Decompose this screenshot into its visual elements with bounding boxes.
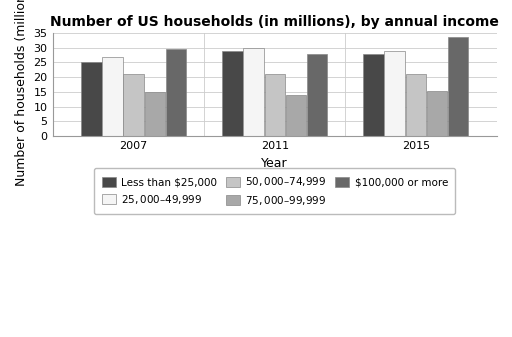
Bar (81, 62, 101, 136)
Bar (427, 91, 447, 136)
Bar (286, 95, 306, 136)
Bar (222, 51, 243, 136)
Bar (406, 74, 426, 136)
Bar (243, 48, 264, 136)
Legend: Less than $25,000, $25,000–$49,999, $50,000–$74,999, $75,000–$99,999, $100,000 o: Less than $25,000, $25,000–$49,999, $50,… (94, 168, 455, 214)
Bar (364, 54, 384, 136)
Bar (102, 57, 123, 136)
Y-axis label: Number of households (millions): Number of households (millions) (15, 0, 28, 186)
Title: Number of US households (in millions), by annual income: Number of US households (in millions), b… (50, 15, 499, 29)
Bar (123, 74, 144, 136)
Bar (144, 92, 165, 136)
Bar (448, 37, 468, 136)
Bar (385, 51, 405, 136)
Bar (307, 54, 327, 136)
Bar (166, 49, 186, 136)
X-axis label: Year: Year (262, 157, 288, 170)
Bar (265, 73, 285, 136)
